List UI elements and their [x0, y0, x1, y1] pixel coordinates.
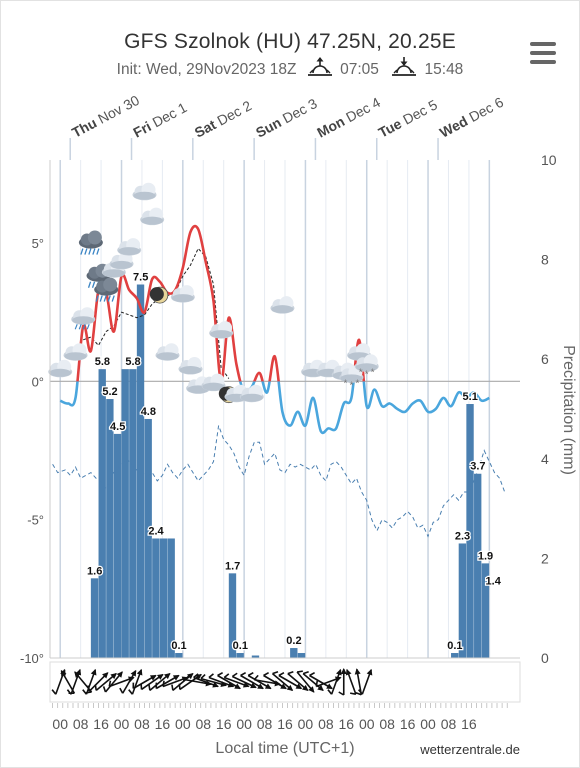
chart-title: GFS Szolnok (HU) 47.25N, 20.25E — [124, 30, 456, 53]
chart-subtitle: Init: Wed, 29Nov2023 18Z 07:05 15:48 — [60, 57, 520, 79]
sunset-time: 15:48 — [424, 61, 464, 78]
credit-link[interactable]: wetterzentrale.de — [420, 742, 520, 757]
sunset-icon — [392, 57, 417, 76]
sunrise-time: 07:05 — [340, 61, 379, 78]
hamburger-menu-icon[interactable] — [530, 42, 556, 64]
x-axis-label: Local time (UTC+1) — [215, 740, 355, 757]
init-time: Init: Wed, 29Nov2023 18Z — [116, 61, 297, 78]
sunrise-icon — [307, 57, 332, 76]
